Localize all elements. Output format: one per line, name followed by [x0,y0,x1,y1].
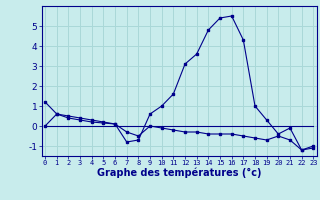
X-axis label: Graphe des températures (°c): Graphe des températures (°c) [97,168,261,178]
